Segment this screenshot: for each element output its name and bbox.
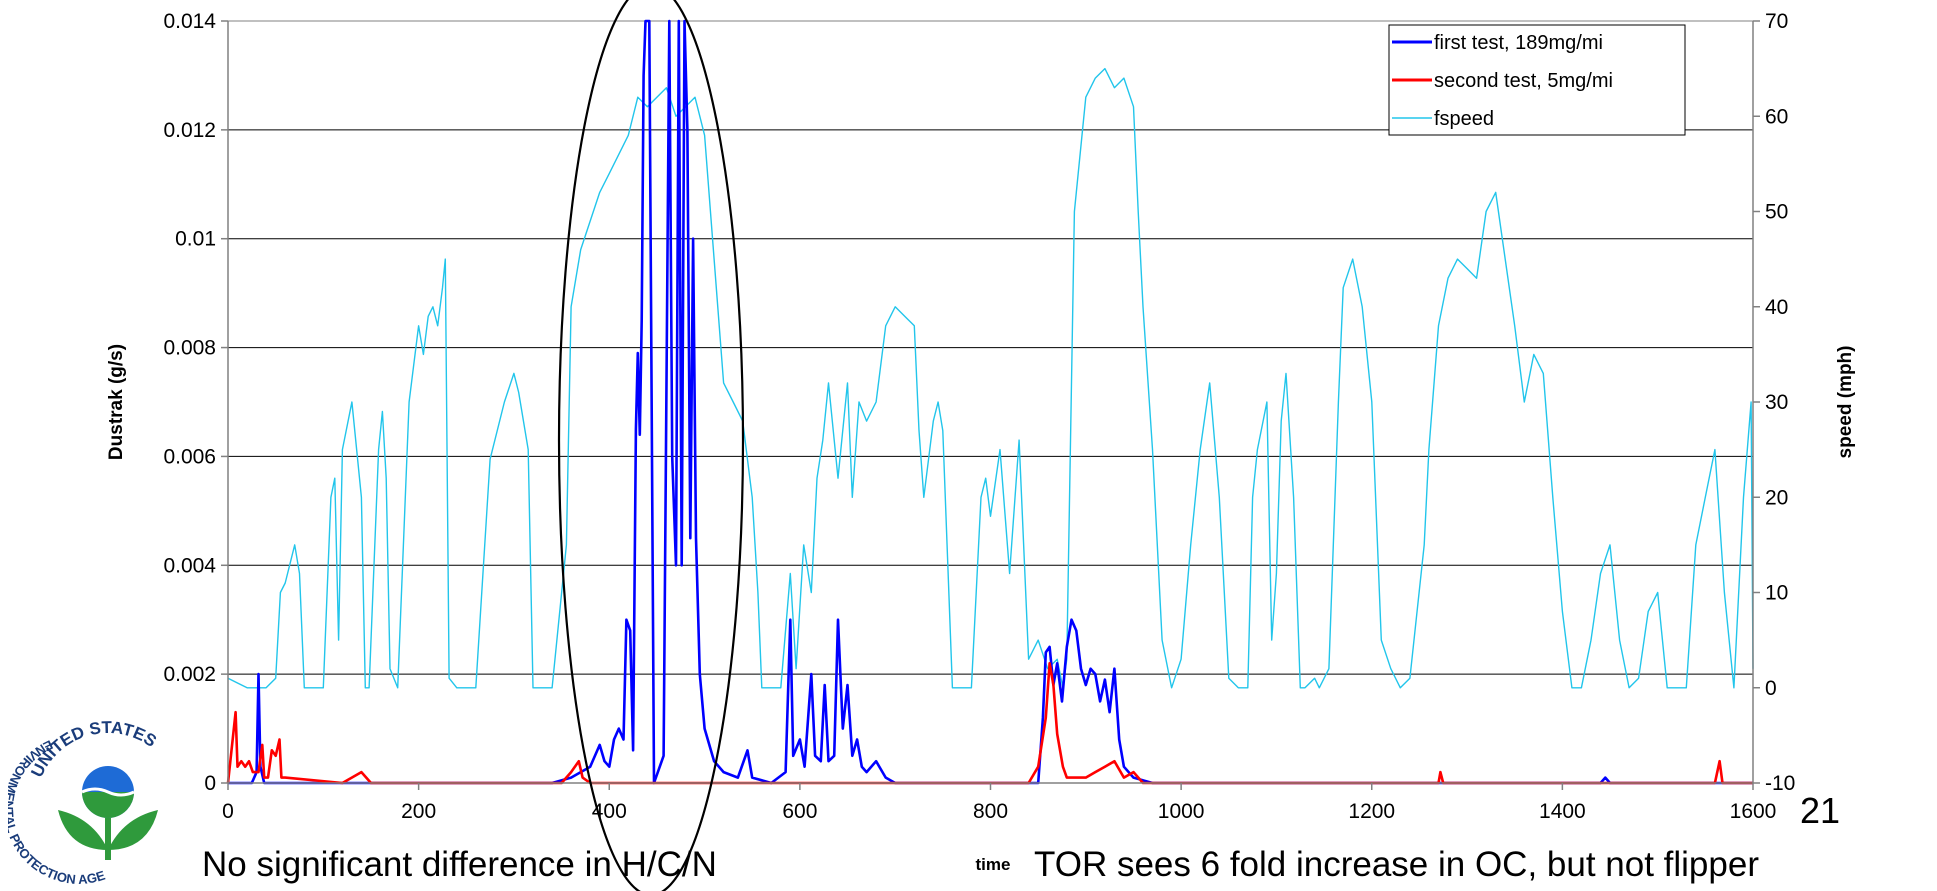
legend-box — [1388, 24, 1686, 136]
y-axis-title: Dustrak (g/s) — [106, 344, 127, 460]
x-tick-label: 600 — [782, 800, 817, 823]
axes-layer: 0 0.002 0.004 0.006 0.008 0.01 0.012 0.014 -10 0 1… — [163, 10, 1795, 823]
y-tick-label: 0.014 — [163, 10, 216, 33]
x-tick-label: 0 — [222, 800, 234, 823]
y-tick-label: 0.002 — [163, 663, 216, 686]
x-tick-label: 800 — [973, 800, 1008, 823]
x-tick-label: 1600 — [1730, 800, 1777, 823]
y-tick-label: 0.004 — [163, 554, 216, 577]
y2-tick-label: 50 — [1765, 201, 1788, 224]
x-tick-label: 200 — [401, 800, 436, 823]
y-tick-label: 0.012 — [163, 119, 216, 142]
y2-tick-label: 40 — [1765, 296, 1788, 319]
gridlines — [228, 20, 1753, 784]
y2-tick-label: 0 — [1765, 677, 1777, 700]
y2-tick-label: 20 — [1765, 486, 1788, 509]
y2-tick-label: -10 — [1765, 772, 1795, 795]
legend: first test, 189mg/mi second test, 5mg/mi… — [1388, 24, 1686, 136]
y-tick-label: 0.008 — [163, 337, 216, 360]
x-tick-label: 1000 — [1158, 800, 1205, 823]
series-line-second-test — [226, 661, 1753, 785]
y-tick-label: 0.006 — [163, 445, 216, 468]
y-tick-label: 0 — [204, 772, 216, 795]
legend-label-first-test: first test, 189mg/mi — [1434, 32, 1603, 54]
x-tick-label: 1400 — [1539, 800, 1586, 823]
y2-tick-label: 70 — [1765, 10, 1788, 33]
legend-label-second-test: second test, 5mg/mi — [1434, 70, 1613, 92]
caption-left: No significant difference in H/C/N — [202, 845, 717, 884]
highlight-ellipse — [557, 0, 745, 891]
slide-number: 21 — [1800, 790, 1841, 831]
y2-tick-label: 60 — [1765, 105, 1788, 128]
y2-tick-label: 10 — [1765, 582, 1788, 605]
y2-axis-title: speed (mph) — [1835, 346, 1856, 459]
x-axis-title: time — [976, 855, 1011, 874]
caption-right: TOR sees 6 fold increase in OC, but not … — [1034, 845, 1759, 884]
y-tick-label: 0.01 — [175, 228, 216, 251]
series-line-fspeed — [227, 67, 1754, 689]
y2-tick-label: 30 — [1765, 391, 1788, 414]
legend-label-fspeed: fspeed — [1434, 108, 1494, 130]
epa-seal: UNITED STATES ENVIRONMENTAL PROTECTION A… — [8, 700, 160, 887]
x-tick-label: 1200 — [1348, 800, 1395, 823]
